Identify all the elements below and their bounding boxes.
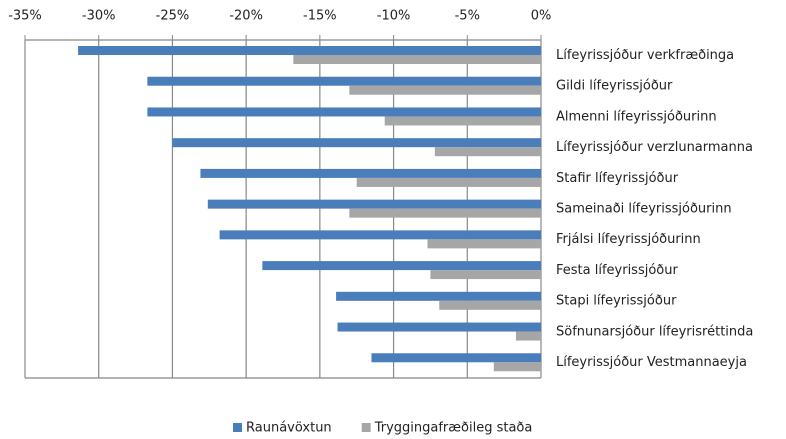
y-tick-label: Stapi lífeyrissjóður (556, 294, 677, 309)
y-tick-label: Almenni lífeyrissjóðurinn (556, 109, 717, 124)
y-tick-label: Söfnunarsjóður lífeyrisréttinda (556, 324, 753, 339)
bar (293, 55, 541, 64)
bar (172, 138, 541, 148)
bar (147, 107, 541, 117)
x-tick-label: -5% (455, 9, 480, 24)
bar (349, 85, 541, 95)
x-tick-label: -25% (156, 9, 190, 24)
bar (349, 208, 541, 218)
bar (262, 261, 541, 271)
bar (207, 199, 541, 209)
y-tick-label: Gildi lífeyrissjóður (556, 79, 673, 94)
y-tick-label: Lífeyrissjóður verzlunarmanna (556, 140, 753, 155)
x-tick-label: -15% (303, 9, 337, 24)
y-tick-label: Lífeyrissjóður verkfræðinga (556, 48, 734, 63)
y-tick-label: Festa lífeyrissjóður (556, 263, 678, 278)
x-tick-label: -30% (82, 9, 116, 24)
bar (515, 331, 541, 341)
x-tick-label: -35% (8, 9, 42, 24)
y-tick-label: Sameinaði lífeyrissjóðurinn (556, 202, 732, 217)
bar (427, 239, 541, 249)
bar (219, 230, 541, 240)
bar (439, 300, 541, 310)
legend-swatch (233, 423, 242, 432)
y-tick-label: Frjálsi lífeyrissjóðurinn (556, 232, 701, 247)
bar (356, 177, 541, 187)
bar (384, 116, 541, 126)
bar (78, 46, 542, 55)
x-tick-label: 0% (531, 9, 552, 24)
bar (147, 76, 541, 86)
y-tick-label: Lífeyrissjóður Vestmannaeyja (556, 355, 747, 370)
bar (430, 270, 541, 280)
y-tick-label: Stafir lífeyrissjóður (556, 171, 679, 186)
bar (336, 291, 541, 301)
bar (200, 168, 541, 178)
bar (371, 353, 541, 363)
legend-label: Tryggingafræðileg staða (374, 421, 533, 436)
legend-label: Raunávöxtun (246, 421, 332, 436)
legend-swatch (361, 423, 371, 432)
bar (493, 362, 541, 372)
bar (337, 322, 541, 332)
x-tick-label: -10% (377, 9, 411, 24)
bar (434, 147, 541, 157)
x-tick-label: -20% (229, 9, 263, 24)
